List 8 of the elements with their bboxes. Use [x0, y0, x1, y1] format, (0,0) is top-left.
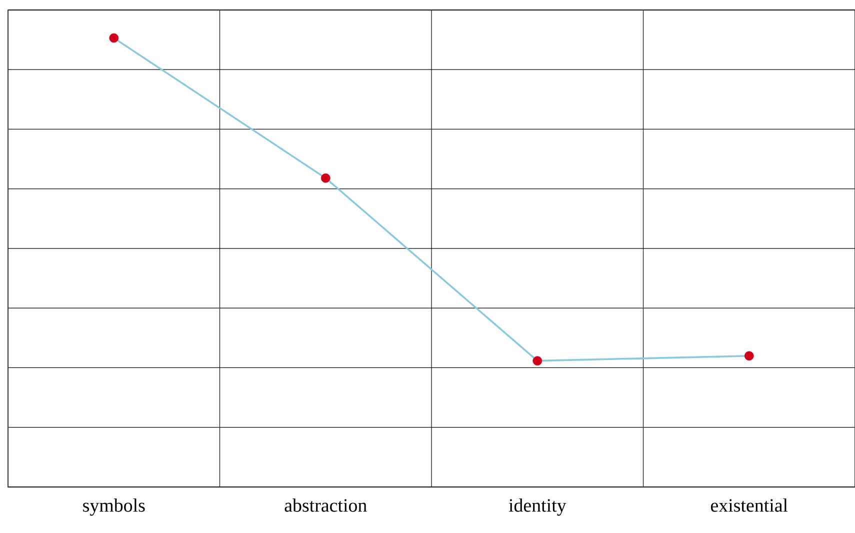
x-tick-label: existential	[710, 498, 788, 512]
x-tick-label: identity	[508, 498, 566, 516]
x-tick-label: abstraction	[284, 498, 367, 512]
point	[744, 351, 754, 361]
point	[320, 173, 330, 183]
point	[532, 356, 542, 366]
point	[109, 33, 119, 43]
x-tick-label: symbols	[83, 498, 145, 516]
